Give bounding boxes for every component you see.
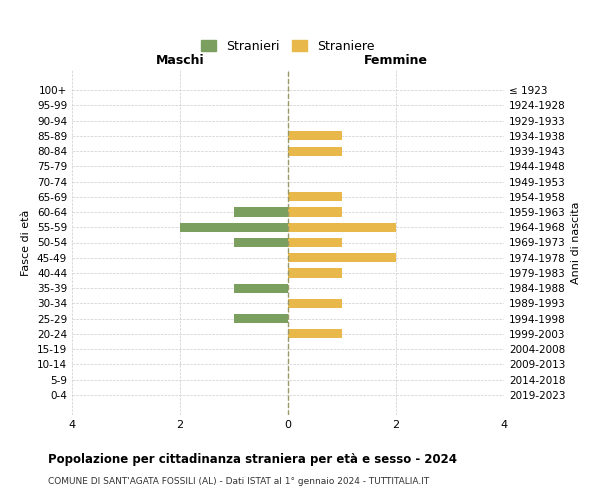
Text: Maschi: Maschi — [155, 54, 205, 66]
Bar — [288, 330, 342, 338]
Bar — [288, 238, 342, 247]
Bar — [288, 208, 342, 216]
Bar — [288, 299, 342, 308]
Y-axis label: Anni di nascita: Anni di nascita — [571, 201, 581, 284]
Bar — [288, 268, 342, 278]
Text: Popolazione per cittadinanza straniera per età e sesso - 2024: Popolazione per cittadinanza straniera p… — [48, 452, 457, 466]
Bar — [180, 222, 288, 232]
Legend: Stranieri, Straniere: Stranieri, Straniere — [196, 35, 380, 58]
Bar — [288, 253, 396, 262]
Bar — [234, 284, 288, 292]
Bar — [234, 314, 288, 323]
Bar — [288, 132, 342, 140]
Bar — [288, 222, 396, 232]
Bar — [234, 238, 288, 247]
Text: COMUNE DI SANT'AGATA FOSSILI (AL) - Dati ISTAT al 1° gennaio 2024 - TUTTITALIA.I: COMUNE DI SANT'AGATA FOSSILI (AL) - Dati… — [48, 478, 429, 486]
Bar — [288, 192, 342, 202]
Bar — [288, 146, 342, 156]
Y-axis label: Fasce di età: Fasce di età — [22, 210, 31, 276]
Text: Femmine: Femmine — [364, 54, 428, 66]
Bar — [234, 208, 288, 216]
